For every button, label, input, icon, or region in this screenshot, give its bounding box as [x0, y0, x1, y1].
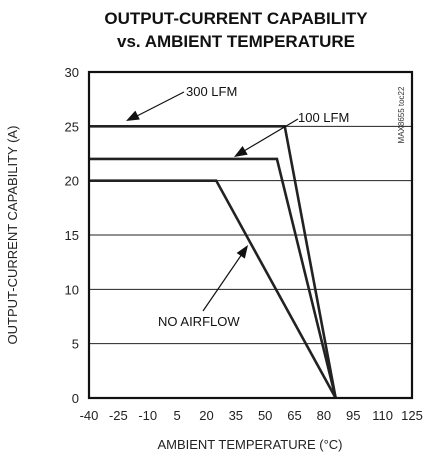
arrowhead-300-lfm: [126, 110, 140, 121]
x-tick-labels: -40 -25 -10 5 20 35 50 65 80 95 110 125: [80, 408, 423, 423]
arrow-100-lfm: [243, 118, 299, 152]
data-series: [89, 125, 337, 399]
arrowhead-100-lfm: [234, 146, 248, 157]
y-tick-label: 0: [72, 391, 79, 406]
y-tick-label: 10: [65, 282, 79, 297]
label-no-airflow: NO AIRFLOW: [158, 314, 240, 329]
x-tick-label: 50: [258, 408, 272, 423]
y-axis-label: OUTPUT-CURRENT CAPABILITY (A): [5, 126, 20, 345]
x-tick-label: 35: [229, 408, 243, 423]
series-annotations: 300 LFM 100 LFM NO AIRFLOW: [126, 84, 349, 329]
arrow-no-airflow: [202, 253, 243, 312]
y-tick-label: 5: [72, 337, 79, 352]
x-tick-label: 5: [173, 408, 180, 423]
series-line-100-lfm: [89, 157, 337, 399]
label-100-lfm: 100 LFM: [298, 110, 349, 125]
x-tick-label: -10: [138, 408, 157, 423]
chart-title-line1: OUTPUT-CURRENT CAPABILITY: [104, 9, 368, 28]
arrow-300-lfm: [134, 91, 185, 118]
series-line-300-lfm: [89, 125, 337, 399]
arrowhead-no-airflow: [236, 245, 248, 259]
y-tick-label: 30: [65, 65, 79, 80]
label-300-lfm: 300 LFM: [186, 84, 237, 99]
x-tick-label: 20: [199, 408, 213, 423]
x-tick-label: 65: [287, 408, 301, 423]
x-tick-label: 95: [346, 408, 360, 423]
x-tick-label: 125: [401, 408, 423, 423]
y-tick-label: 25: [65, 119, 79, 134]
x-axis-label: AMBIENT TEMPERATURE (°C): [157, 437, 342, 452]
plot-frame: [87, 70, 414, 400]
y-tick-label: 15: [65, 228, 79, 243]
chart-title-line2: vs. AMBIENT TEMPERATURE: [117, 32, 355, 51]
series-line-no-airflow: [89, 179, 337, 399]
figure-code: MAX8655 toc22: [397, 86, 406, 143]
y-tick-label: 20: [65, 174, 79, 189]
x-tick-label: 110: [372, 408, 393, 423]
x-tick-label: -40: [80, 408, 99, 423]
y-tick-labels: 0 5 10 15 20 25 30: [65, 65, 79, 406]
x-tick-label: 80: [317, 408, 331, 423]
x-tick-label: -25: [109, 408, 128, 423]
